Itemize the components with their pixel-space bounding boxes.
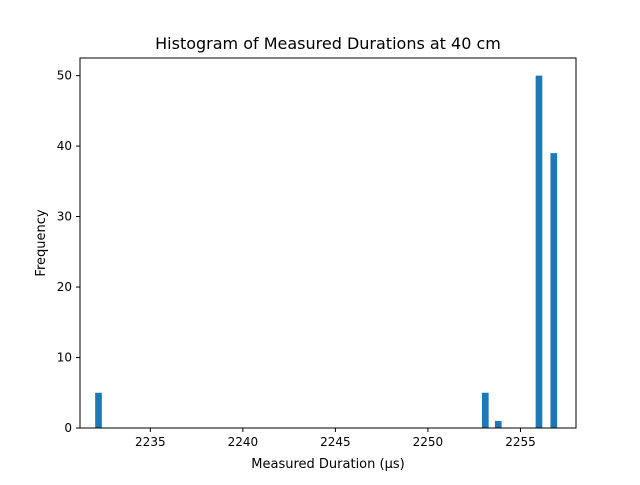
y-axis-ticks: 0 10 20 30 40 50 xyxy=(57,69,80,435)
y-tick-label: 20 xyxy=(57,280,72,294)
histogram-bar-3 xyxy=(535,75,543,428)
y-tick-label: 30 xyxy=(57,210,72,224)
y-tick-label: 10 xyxy=(57,351,72,365)
histogram-bar-4 xyxy=(550,153,558,428)
histogram-bar-2 xyxy=(494,420,502,428)
x-tick-label: 2255 xyxy=(505,435,536,449)
x-tick-label: 2235 xyxy=(135,435,166,449)
y-axis-label: Frequency xyxy=(34,209,49,276)
chart-title: Histogram of Measured Durations at 40 cm xyxy=(155,34,501,53)
histogram-bar-0 xyxy=(95,392,102,428)
bars-group xyxy=(95,75,558,428)
y-tick-label: 50 xyxy=(57,69,72,83)
x-tick-label: 2245 xyxy=(320,435,351,449)
x-axis-ticks: 2235 2240 2245 2250 2255 xyxy=(135,428,536,449)
x-tick-label: 2240 xyxy=(228,435,259,449)
y-tick-label: 40 xyxy=(57,139,72,153)
plot-frame xyxy=(79,57,577,429)
x-axis-label: Measured Duration (µs) xyxy=(251,457,404,472)
y-tick-label: 0 xyxy=(64,421,72,435)
histogram-bar-1 xyxy=(481,392,489,428)
x-tick-label: 2250 xyxy=(413,435,444,449)
